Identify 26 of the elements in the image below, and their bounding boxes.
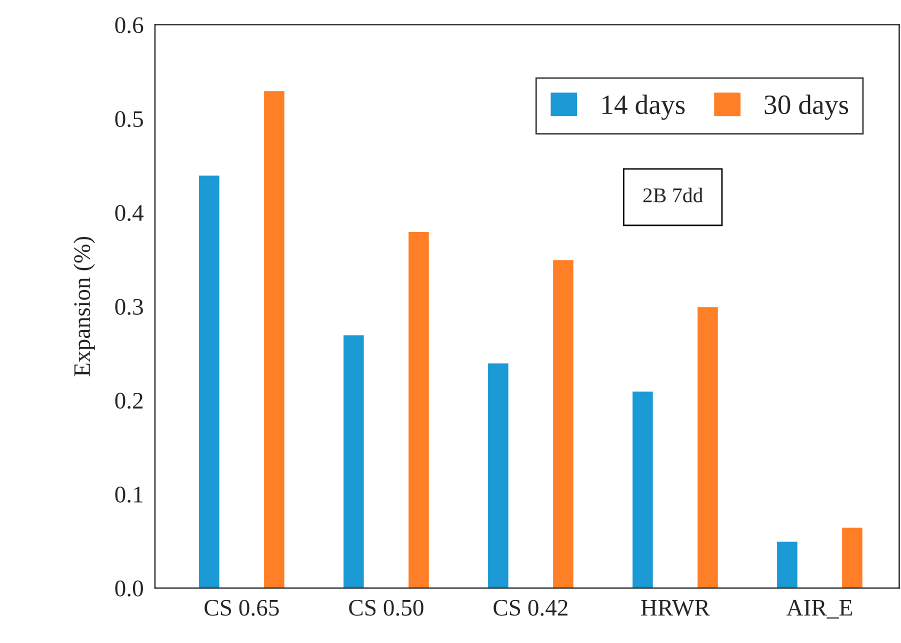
bar [776, 540, 799, 588]
x-tick-label: CS 0.65 [204, 600, 279, 616]
bar [342, 334, 366, 588]
bar [198, 174, 221, 588]
x-tick-label: AIR_E [786, 600, 852, 619]
bar [552, 258, 575, 588]
bar [486, 362, 510, 588]
bar [696, 306, 720, 588]
x-tick-label: CS 0.50 [349, 600, 424, 616]
annotation: 2B 7dd [643, 188, 703, 202]
y-tick-label: 0.5 [115, 111, 143, 128]
y-tick-label: 0.1 [115, 486, 142, 503]
legend-label: 30 days [764, 94, 848, 120]
y-axis-title: Expansion (%) [73, 236, 95, 376]
y-tick-label: 0.6 [115, 17, 144, 34]
x-tick-label: HRWR [641, 600, 710, 616]
y-tick-label: 0.2 [115, 392, 143, 409]
bar [631, 390, 654, 588]
y-tick-label: 0.0 [115, 580, 143, 597]
bar [407, 230, 430, 588]
bar [840, 526, 864, 588]
bar [262, 90, 286, 588]
legend-label: 14 days [602, 94, 685, 120]
y-tick-label: 0.4 [115, 205, 144, 222]
y-tick-label: 0.3 [115, 298, 143, 315]
x-tick-label: CS 0.42 [494, 600, 568, 616]
